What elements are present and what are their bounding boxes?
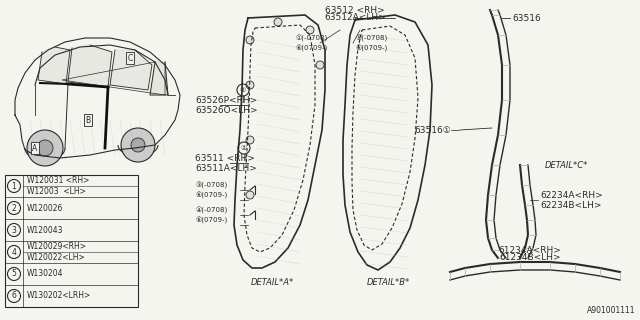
Text: 61234B<LH>: 61234B<LH> [499, 253, 561, 262]
Circle shape [306, 26, 314, 34]
Text: W130204: W130204 [27, 269, 63, 278]
Text: W130202<LRH>: W130202<LRH> [27, 292, 92, 300]
Text: W120022<LH>: W120022<LH> [27, 252, 86, 261]
Text: ⑥(0709-): ⑥(0709-) [195, 216, 227, 224]
Text: W120043: W120043 [27, 226, 63, 235]
Text: 2: 2 [12, 204, 17, 212]
Text: W12003  <LH>: W12003 <LH> [27, 187, 86, 196]
Polygon shape [110, 50, 152, 90]
Bar [5, 175, 138, 307]
Polygon shape [68, 45, 112, 87]
Text: W120031 <RH>: W120031 <RH> [27, 176, 90, 186]
Text: 63526P<RH>: 63526P<RH> [195, 95, 257, 105]
Text: 63511 <RH>: 63511 <RH> [195, 154, 255, 163]
Text: 63512 <RH>: 63512 <RH> [325, 6, 385, 15]
Circle shape [131, 138, 145, 152]
Circle shape [316, 61, 324, 69]
Text: W120026: W120026 [27, 204, 63, 212]
Text: ②: ② [240, 87, 246, 93]
Text: C: C [127, 53, 132, 62]
Polygon shape [150, 62, 168, 95]
Text: A901001111: A901001111 [586, 306, 635, 315]
Circle shape [27, 130, 63, 166]
Text: 61234A<RH>: 61234A<RH> [499, 246, 561, 255]
Text: DETAIL*B*: DETAIL*B* [366, 278, 410, 287]
Text: 1: 1 [12, 181, 17, 190]
Text: ⑥(0709-): ⑥(0709-) [355, 44, 387, 52]
Text: 63511A<LH>: 63511A<LH> [195, 164, 257, 172]
Text: W120029<RH>: W120029<RH> [27, 243, 87, 252]
Circle shape [121, 128, 155, 162]
Circle shape [246, 81, 254, 89]
Polygon shape [38, 47, 70, 84]
Text: DETAIL*A*: DETAIL*A* [250, 278, 294, 287]
Text: 63516①—: 63516①— [414, 125, 460, 134]
Text: 62234A<RH>: 62234A<RH> [540, 190, 603, 199]
Text: 3: 3 [12, 226, 17, 235]
Text: ①(-0708): ①(-0708) [295, 35, 327, 42]
Text: 6: 6 [12, 292, 17, 300]
Text: 5: 5 [12, 269, 17, 278]
Circle shape [274, 18, 282, 26]
Text: 62234B<LH>: 62234B<LH> [540, 201, 602, 210]
Text: ⑥(0709-): ⑥(0709-) [195, 191, 227, 198]
Text: 63526O<LH>: 63526O<LH> [195, 106, 258, 115]
Text: ③(-0708): ③(-0708) [195, 181, 227, 188]
Text: DETAIL*C*: DETAIL*C* [545, 161, 588, 170]
Text: ⑤(-0708): ⑤(-0708) [355, 35, 387, 42]
Text: ②: ② [241, 145, 247, 151]
Circle shape [246, 36, 254, 44]
Circle shape [246, 191, 254, 199]
Text: ④(-0708): ④(-0708) [195, 206, 227, 213]
Text: 63516: 63516 [512, 13, 541, 22]
Text: 63512A<LH>: 63512A<LH> [324, 13, 386, 22]
Text: ⑥(0709-): ⑥(0709-) [295, 44, 327, 52]
Text: B: B [85, 116, 91, 124]
Circle shape [246, 136, 254, 144]
Text: 4: 4 [12, 247, 17, 257]
Circle shape [37, 140, 53, 156]
Text: A: A [33, 143, 38, 153]
